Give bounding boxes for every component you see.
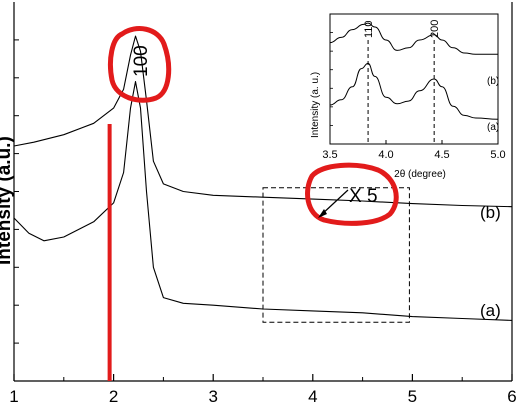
series-line-a [13,81,513,321]
x-tick-label: 6 [507,387,516,406]
inset-frame [329,13,499,145]
inset-peak-label: 110 [363,20,375,38]
inset-y-axis-label: Intensity (a. u.) [310,72,321,138]
main-x-ticks: 1 2 3 4 5 6 [9,374,517,406]
zoom-region-box [262,187,410,323]
inset-x-tick-label: 4.5 [434,149,449,161]
magnification-label: X 5 [349,186,378,207]
inset-x-ticks: 3.5 4.0 4.5 5.0 [322,140,506,161]
x-tick-label: 3 [208,387,217,406]
x-tick-label: 2 [109,387,118,406]
inset-series-label-b: (b) [487,76,499,87]
inset-x-tick-label: 4.0 [378,149,393,161]
peak-100-label: 100 [131,45,152,77]
x-tick-label: 1 [9,387,18,406]
inset-x-tick-label: 5.0 [490,149,505,161]
inset-x-axis-label: 2θ (degree) [394,169,446,180]
series-line-b [13,35,513,208]
x-tick-label: 5 [408,387,417,406]
inset-series-line-a [329,62,499,120]
magnification-arrowhead [318,209,327,218]
series-label-b: (b) [480,203,501,222]
inset-series-line-b [329,22,498,55]
main-plot-area [13,2,513,382]
annotations: 100 X 5 [107,26,399,381]
y-axis-label: Intensity (a.u.) [0,136,15,265]
inset-plot: 3.5 4.0 4.5 5.0 110 200 2θ (degree) Intensit… [310,13,506,180]
inset-series-label-a: (a) [487,122,499,133]
main-series-group [13,35,513,321]
series-label-a: (a) [480,301,501,320]
magnification-circle [305,162,399,226]
inset-peak-markers: 110 200 [363,20,441,144]
x-tick-label: 4 [308,387,317,406]
inset-series-group [329,22,499,120]
peak-100-circle [107,26,172,103]
inset-peak-label: 200 [429,20,441,38]
inset-x-tick-label: 3.5 [322,149,337,161]
inset-plot-area [329,13,499,145]
